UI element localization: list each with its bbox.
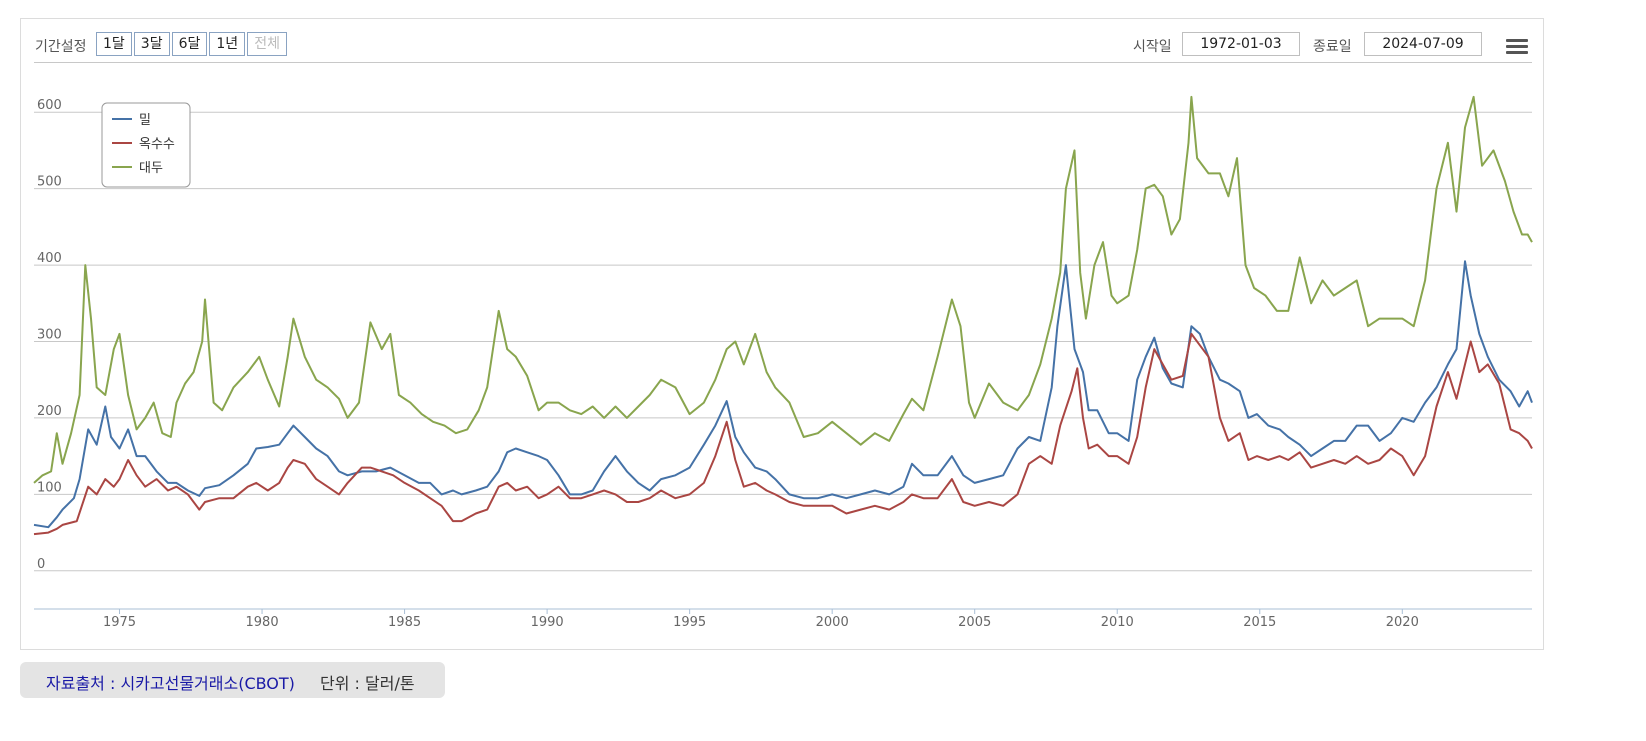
x-tick-label: 2020 bbox=[1386, 615, 1419, 630]
range-selector: 1달 3달 6달 1년 전체 bbox=[96, 32, 289, 56]
axes: 0 100 200 300 400 500 600 1975 1980 1985 1990 1995 2… bbox=[34, 98, 1532, 630]
legend-item-label[interactable]: 옥수수 bbox=[139, 137, 175, 152]
x-tick-label: 2005 bbox=[958, 615, 991, 630]
legend-item-label[interactable]: 대두 bbox=[139, 161, 163, 176]
grid bbox=[34, 111, 1532, 572]
start-date-label: 시작일 bbox=[1133, 39, 1172, 55]
toolbar-divider bbox=[34, 62, 1532, 63]
chart-panel: 기간설정 1달 3달 6달 1년 전체 시작일 1972-01-03 종료일 2… bbox=[20, 18, 1544, 650]
source-text: 자료출처 : 시카고선물거래소(CBOT) bbox=[46, 674, 295, 693]
y-tick-label: 0 bbox=[37, 557, 45, 572]
series-lines bbox=[33, 95, 1533, 536]
end-date-input[interactable]: 2024-07-09 bbox=[1364, 32, 1482, 56]
y-tick-label: 100 bbox=[37, 480, 62, 495]
y-tick-label: 200 bbox=[37, 404, 62, 419]
start-date-input[interactable]: 1972-01-03 bbox=[1182, 32, 1300, 56]
source-box: 자료출처 : 시카고선물거래소(CBOT) 단위 : 달러/톤 bbox=[20, 662, 445, 698]
line-chart: 0 100 200 300 400 500 600 1975 1980 1985 1990 1995 2… bbox=[33, 95, 1533, 630]
y-tick-label: 600 bbox=[37, 98, 62, 113]
range-button-3m[interactable]: 3달 bbox=[133, 32, 170, 56]
unit-text: 단위 : 달러/톤 bbox=[320, 674, 415, 693]
x-tick-label: 1995 bbox=[673, 615, 706, 630]
y-tick-label: 300 bbox=[37, 328, 62, 343]
legend-item-label[interactable]: 밀 bbox=[139, 113, 151, 128]
y-tick-label: 400 bbox=[37, 251, 62, 266]
range-button-all[interactable]: 전체 bbox=[247, 32, 287, 56]
end-date-label: 종료일 bbox=[1313, 39, 1352, 55]
series-line-1 bbox=[33, 332, 1533, 536]
hamburger-menu-icon[interactable] bbox=[1506, 39, 1528, 55]
x-tick-label: 1985 bbox=[388, 615, 421, 630]
range-button-1m[interactable]: 1달 bbox=[96, 32, 132, 56]
x-tick-label: 1975 bbox=[103, 615, 136, 630]
x-tick-label: 2015 bbox=[1243, 615, 1276, 630]
x-tick-label: 1990 bbox=[531, 615, 564, 630]
range-button-6m[interactable]: 6달 bbox=[171, 32, 208, 56]
y-tick-label: 500 bbox=[37, 175, 62, 190]
series-line-0 bbox=[33, 260, 1533, 529]
range-button-1y[interactable]: 1년 bbox=[209, 32, 246, 56]
x-tick-label: 1980 bbox=[246, 615, 279, 630]
period-label: 기간설정 bbox=[35, 39, 87, 55]
series-line-2 bbox=[33, 95, 1533, 484]
x-tick-label: 2000 bbox=[816, 615, 849, 630]
x-tick-label: 2010 bbox=[1101, 615, 1134, 630]
